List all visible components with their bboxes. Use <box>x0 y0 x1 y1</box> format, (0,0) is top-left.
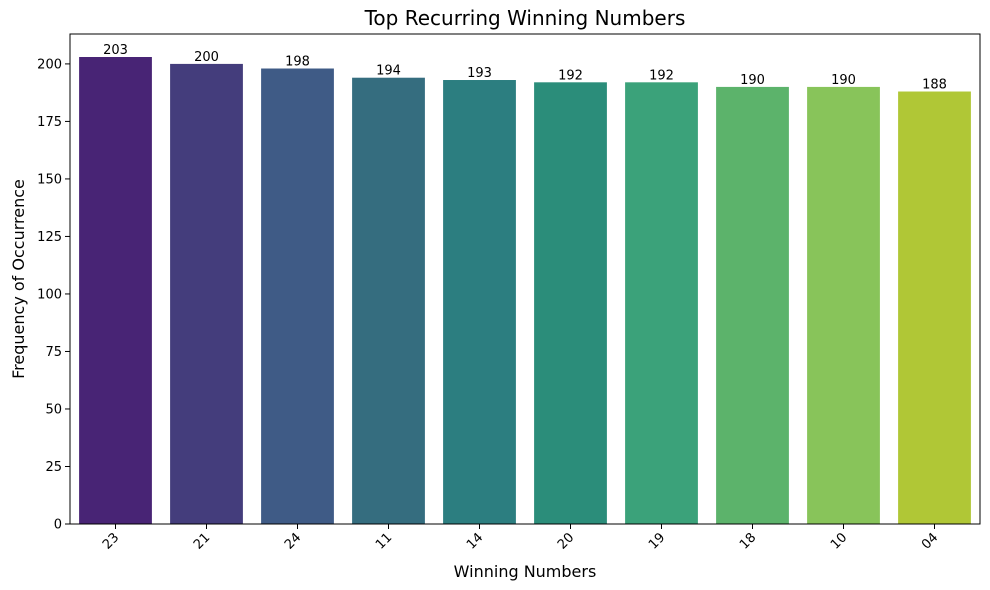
x-tick-label: 21 <box>191 530 213 552</box>
x-tick-label: 20 <box>555 530 577 552</box>
y-tick-label: 75 <box>45 345 62 360</box>
data-label-21: 200 <box>194 50 219 65</box>
y-tick-label: 25 <box>45 460 62 475</box>
bar-10 <box>807 86 880 524</box>
x-axis-label: Winning Numbers <box>454 562 597 581</box>
bar-24 <box>261 68 334 524</box>
y-axis-label: Frequency of Occurrence <box>9 179 28 379</box>
x-axis-ticks: 23 21 24 11 14 20 19 18 10 04 <box>100 524 941 553</box>
bar-14 <box>443 80 516 524</box>
bar-23 <box>79 57 152 524</box>
data-label-19: 192 <box>649 68 674 83</box>
y-tick-label: 0 <box>54 518 62 533</box>
bar-18 <box>716 86 789 524</box>
data-label-20: 192 <box>558 68 583 83</box>
x-tick-label: 11 <box>373 530 395 552</box>
bars-group <box>79 57 971 525</box>
data-label-04: 188 <box>922 78 947 93</box>
y-tick-label: 50 <box>45 402 62 417</box>
y-tick-label: 100 <box>37 287 62 302</box>
y-axis-ticks: 0 25 50 75 100 125 150 175 200 <box>37 57 70 533</box>
bar-20 <box>534 82 607 524</box>
data-label-18: 190 <box>740 73 765 88</box>
data-label-10: 190 <box>831 73 856 88</box>
data-label-23: 203 <box>103 43 128 58</box>
x-tick-label: 23 <box>100 530 122 552</box>
y-tick-label: 200 <box>37 57 62 72</box>
y-tick-label: 125 <box>37 230 62 245</box>
chart-title: Top Recurring Winning Numbers <box>364 6 686 30</box>
data-label-24: 198 <box>285 55 310 70</box>
bar-21 <box>170 63 243 525</box>
bar-04 <box>898 91 971 525</box>
x-tick-label: 10 <box>828 530 850 552</box>
x-tick-label: 19 <box>646 530 668 552</box>
x-tick-label: 24 <box>282 530 304 552</box>
x-tick-label: 18 <box>737 530 759 552</box>
bar-19 <box>625 82 698 524</box>
bar-11 <box>352 77 425 524</box>
data-labels: 203 200 198 194 193 192 192 190 190 188 <box>103 43 947 93</box>
data-label-11: 194 <box>376 64 401 79</box>
y-tick-label: 175 <box>37 115 62 130</box>
data-label-14: 193 <box>467 66 492 81</box>
x-tick-label: 04 <box>919 530 941 552</box>
plot-frame <box>69 33 981 525</box>
x-tick-label: 14 <box>464 530 486 552</box>
y-tick-label: 150 <box>37 172 62 187</box>
